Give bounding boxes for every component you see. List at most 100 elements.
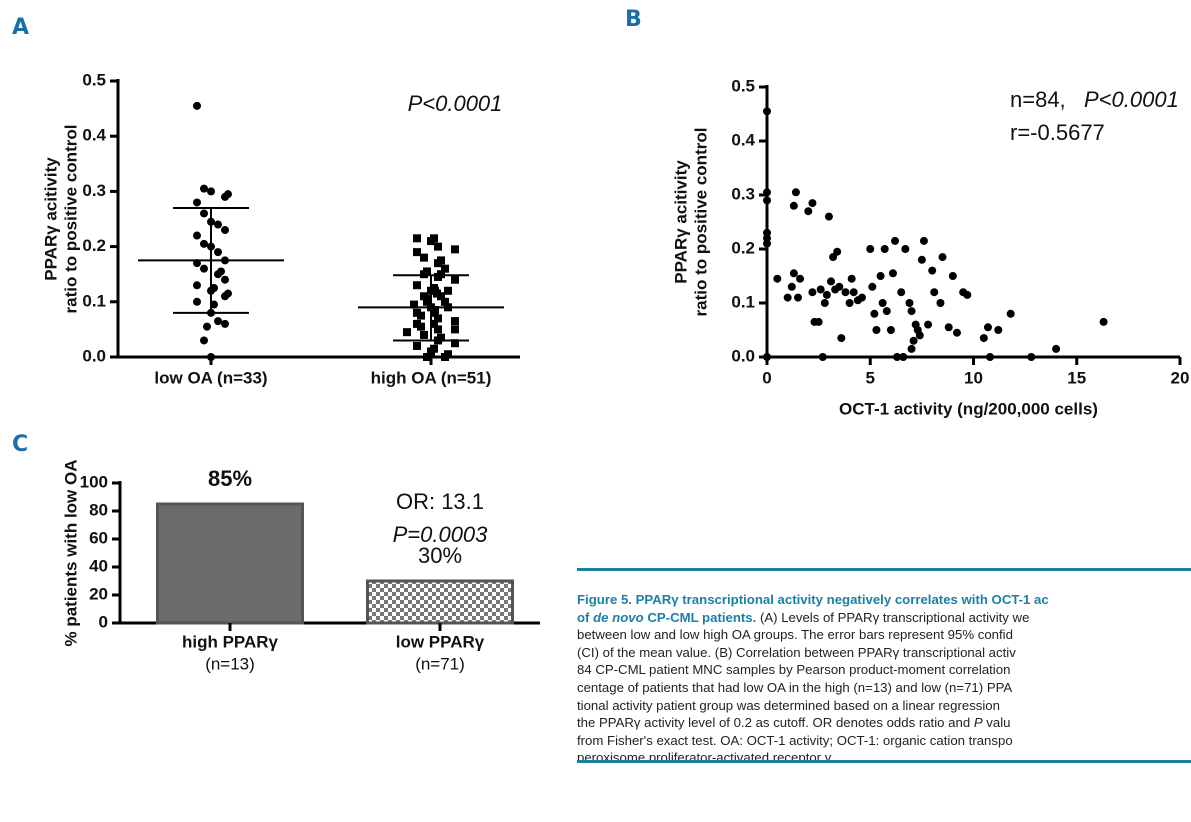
y-tick-label: 40 (89, 556, 108, 575)
data-point (789, 269, 798, 278)
data-point (441, 297, 449, 306)
data-point (880, 245, 889, 253)
data-point (891, 236, 900, 245)
data-point (948, 272, 957, 280)
caption-text: centage of patients that had low OA in t… (577, 679, 1013, 695)
data-point (963, 290, 972, 299)
data-point (413, 234, 421, 243)
data-point (423, 297, 431, 306)
caption-text: tional activity patient group was determ… (577, 697, 1000, 713)
x-axis-label: OCT-1 activity (ng/200,000 cells) (839, 399, 1098, 418)
caption-text: 84 CP-CML patient MNC samples by Pearson… (577, 662, 1011, 678)
data-point (430, 319, 438, 328)
data-point (783, 293, 792, 302)
data-point (888, 269, 897, 278)
data-point (441, 264, 449, 273)
data-point (214, 317, 222, 326)
data-point (905, 299, 914, 307)
x-tick-label: 5 (866, 368, 875, 387)
data-point (907, 344, 916, 353)
x-tick-label: high OA (n=51) (371, 368, 492, 387)
data-point (203, 322, 211, 331)
data-point (849, 288, 858, 297)
data-point (878, 299, 887, 307)
data-point (763, 239, 771, 248)
data-point (808, 288, 817, 297)
data-point (1099, 317, 1108, 326)
data-point (451, 245, 459, 254)
caption-line: of de novo CP-CML patients. (A) Levels o… (577, 609, 1191, 627)
data-point (200, 239, 208, 248)
y-tick-label: 0.2 (731, 238, 755, 257)
y-axis-label: ratio to positive control (61, 125, 80, 314)
data-point (1052, 344, 1061, 353)
caption-line: from Fisher's exact test. OA: OCT-1 acti… (577, 732, 1191, 750)
data-point (451, 325, 459, 334)
data-point (868, 282, 877, 291)
caption-text: the PPARγ activity level of 0.2 as cutof… (577, 715, 974, 731)
y-axis-label: PPARγ acitivity (41, 157, 60, 281)
value-label: 85% (208, 466, 252, 491)
caption: Figure 5. PPARγ transcriptional activity… (577, 568, 1191, 763)
data-point (857, 293, 866, 302)
caption-line: the PPARγ activity level of 0.2 as cutof… (577, 714, 1191, 732)
data-point (829, 253, 838, 262)
data-point (835, 282, 844, 291)
data-point (979, 334, 988, 343)
data-point (200, 209, 208, 218)
data-point (919, 236, 928, 245)
x-tick-label: 15 (1067, 368, 1086, 387)
data-point (420, 270, 428, 279)
data-point (924, 320, 933, 329)
data-point (897, 288, 906, 297)
data-point (822, 290, 831, 299)
data-point (804, 207, 813, 216)
data-point (928, 266, 937, 275)
data-point (952, 328, 961, 337)
data-point (413, 341, 421, 350)
data-point (796, 274, 805, 283)
x-tick-sublabel: (n=71) (415, 654, 465, 673)
data-point (876, 272, 885, 280)
y-tick-label: 0.5 (731, 76, 755, 95)
annotation: P=0.0003 (393, 522, 489, 547)
data-point (410, 300, 418, 309)
data-point (773, 274, 782, 283)
x-tick-label: 20 (1171, 368, 1190, 387)
data-point (1006, 309, 1015, 318)
y-tick-label: 0.1 (82, 291, 106, 310)
data-point (417, 322, 425, 331)
data-point (763, 196, 771, 205)
caption-line: centage of patients that had low OA in t… (577, 679, 1191, 697)
data-point (214, 248, 222, 257)
caption-text: peroxisome proliferator-activated recept… (577, 750, 835, 763)
data-point (986, 353, 995, 361)
data-point (441, 353, 449, 361)
data-point (221, 192, 229, 201)
data-point (837, 334, 846, 343)
data-point (214, 270, 222, 279)
caption-line: peroxisome proliferator-activated recept… (577, 749, 1191, 763)
caption-text: P (973, 715, 983, 731)
data-point (193, 297, 201, 306)
y-tick-label: 0.0 (731, 346, 755, 365)
data-point (824, 212, 833, 221)
y-tick-label: 0.3 (731, 184, 755, 203)
annotation: P<0.0001 (1084, 87, 1179, 112)
data-point (193, 198, 201, 207)
data-point (207, 353, 215, 361)
data-point (899, 353, 908, 361)
y-tick-label: 0.4 (731, 130, 755, 149)
x-tick-label: low OA (n=33) (154, 368, 267, 387)
panel-label: A (12, 15, 29, 40)
data-point (221, 319, 229, 328)
data-point (816, 285, 825, 294)
caption-text: between low and low high OA groups. The … (577, 627, 1013, 643)
y-tick-label: 0.4 (82, 126, 106, 145)
caption-line: tional activity patient group was determ… (577, 697, 1191, 715)
y-axis-label: ratio to positive control (691, 128, 710, 317)
data-point (430, 308, 438, 317)
data-point (793, 293, 802, 302)
caption-title: CP-CML patients. (643, 609, 757, 625)
caption-line: Figure 5. PPARγ transcriptional activity… (577, 591, 1191, 609)
